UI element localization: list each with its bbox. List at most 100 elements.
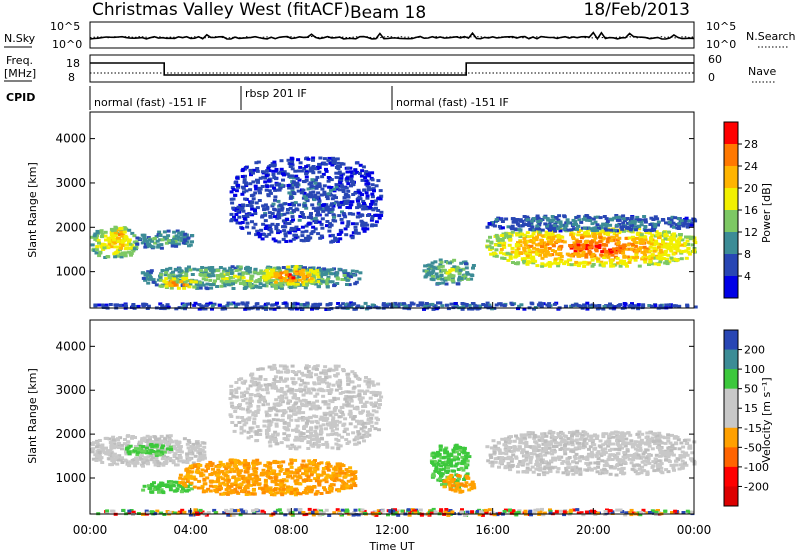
power-echo-cell — [279, 284, 284, 288]
velocity-echo-cell — [161, 484, 166, 487]
power-echo-cell — [96, 239, 101, 242]
power-echo-cell — [304, 165, 309, 169]
velocity-echo-cell — [243, 477, 248, 481]
velocity-echo-cell — [148, 435, 152, 439]
velocity-echo-cell — [260, 367, 265, 371]
velocity-echo-cell — [274, 398, 279, 402]
power-echo-cell — [553, 257, 558, 261]
power-echo-cell — [311, 274, 316, 278]
velocity-echo-cell — [312, 466, 317, 470]
power-echo-cell — [245, 269, 250, 273]
power-echo-cell — [403, 304, 408, 308]
power-echo-cell — [553, 261, 558, 265]
power-echo-cell — [434, 272, 439, 276]
velocity-echo-cell — [290, 476, 295, 480]
power-echo-cell — [296, 228, 301, 231]
power-echo-cell — [276, 199, 281, 203]
power-echo-cell — [627, 226, 631, 230]
power-echo-cell — [308, 191, 313, 195]
power-echo-cell — [497, 302, 502, 306]
power-echo-cell — [236, 265, 241, 269]
power-echo-cell — [589, 305, 594, 309]
power-echo-cell — [264, 174, 269, 178]
velocity-echo-cell — [308, 375, 313, 379]
power-echo-cell — [341, 212, 346, 215]
power-echo-cell — [304, 224, 309, 228]
power-echo-cell — [571, 218, 576, 222]
velocity-echo-cell — [193, 477, 198, 481]
power-echo-cell — [219, 274, 224, 278]
velocity-echo-cell — [245, 486, 250, 490]
velocity-echo-cell — [110, 457, 115, 461]
velocity-echo-cell — [311, 401, 316, 405]
power-echo-cell — [265, 274, 270, 278]
velocity-echo-cell — [360, 396, 365, 400]
power-echo-cell — [327, 225, 332, 229]
power-echo-cell — [366, 182, 371, 186]
station-title: Christmas Valley West (fitACF) — [92, 0, 350, 20]
velocity-echo-cell — [277, 460, 282, 464]
power-echo-cell — [515, 218, 520, 221]
power-echo-cell — [540, 256, 545, 260]
power-echo-cell — [329, 178, 334, 182]
power-echo-cell — [490, 221, 494, 225]
power-echo-cell — [159, 243, 164, 247]
power-echo-cell — [363, 221, 368, 225]
velocity-echo-cell — [171, 459, 176, 463]
velocity-echo-cell — [186, 439, 191, 442]
velocity-echo-cell — [328, 489, 333, 492]
velocity-echo-cell — [149, 458, 154, 462]
velocity-echo-cell — [155, 441, 160, 444]
power-echo-cell — [146, 236, 151, 240]
velocity-echo-cell — [184, 468, 189, 472]
power-echo-cell — [558, 260, 563, 264]
power-echo-cell — [294, 272, 299, 276]
power-echo-cell — [263, 203, 268, 207]
velocity-echo-cell — [304, 479, 309, 482]
power-echo-cell — [222, 267, 227, 271]
power-echo-cell — [205, 282, 210, 286]
velocity-echo-cell — [276, 402, 281, 406]
power-echo-cell — [337, 205, 342, 209]
power-echo-cell — [576, 304, 581, 308]
power-echo-cell — [273, 198, 277, 202]
velocity-echo-cell — [135, 451, 140, 455]
power-echo-cell — [295, 177, 300, 180]
power-echo-cell — [100, 235, 104, 239]
power-echo-cell — [487, 303, 492, 307]
velocity-echo-cell — [190, 466, 195, 470]
power-echo-cell — [346, 189, 351, 193]
power-echo-cell — [293, 278, 298, 282]
power-echo-cell — [289, 275, 294, 279]
power-echo-cell — [393, 305, 398, 309]
power-echo-cell — [257, 189, 262, 193]
power-echo-cell — [332, 187, 337, 191]
power-echo-cell — [596, 257, 601, 261]
power-echo-cell — [506, 225, 511, 229]
velocity-echo-cell — [133, 436, 137, 439]
power-echo-cell — [531, 241, 536, 245]
velocity-echo-cell — [292, 407, 297, 411]
power-echo-cell — [329, 272, 334, 276]
power-echo-cell — [300, 268, 305, 272]
power-echo-cell — [598, 216, 603, 220]
power-echo-cell — [148, 271, 153, 275]
power-echo-cell — [185, 240, 190, 244]
power-echo-cell — [319, 270, 324, 274]
power-echo-cell — [438, 258, 443, 262]
power-echo-cell — [225, 269, 230, 273]
velocity-echo-cell — [286, 485, 290, 489]
power-echo-cell — [229, 190, 234, 194]
power-echo-cell — [241, 280, 246, 283]
velocity-echo-cell — [157, 437, 162, 441]
velocity-echo-cell — [202, 450, 207, 454]
power-echo-cell — [297, 265, 302, 269]
velocity-echo-cell — [183, 475, 188, 479]
power-echo-cell — [146, 281, 151, 285]
power-echo-cell — [185, 283, 190, 287]
velocity-echo-cell — [142, 484, 147, 488]
power-echo-cell — [177, 267, 182, 271]
power-echo-cell — [171, 240, 176, 244]
velocity-echo-cell — [193, 464, 198, 468]
power-echo-cell — [373, 223, 378, 227]
